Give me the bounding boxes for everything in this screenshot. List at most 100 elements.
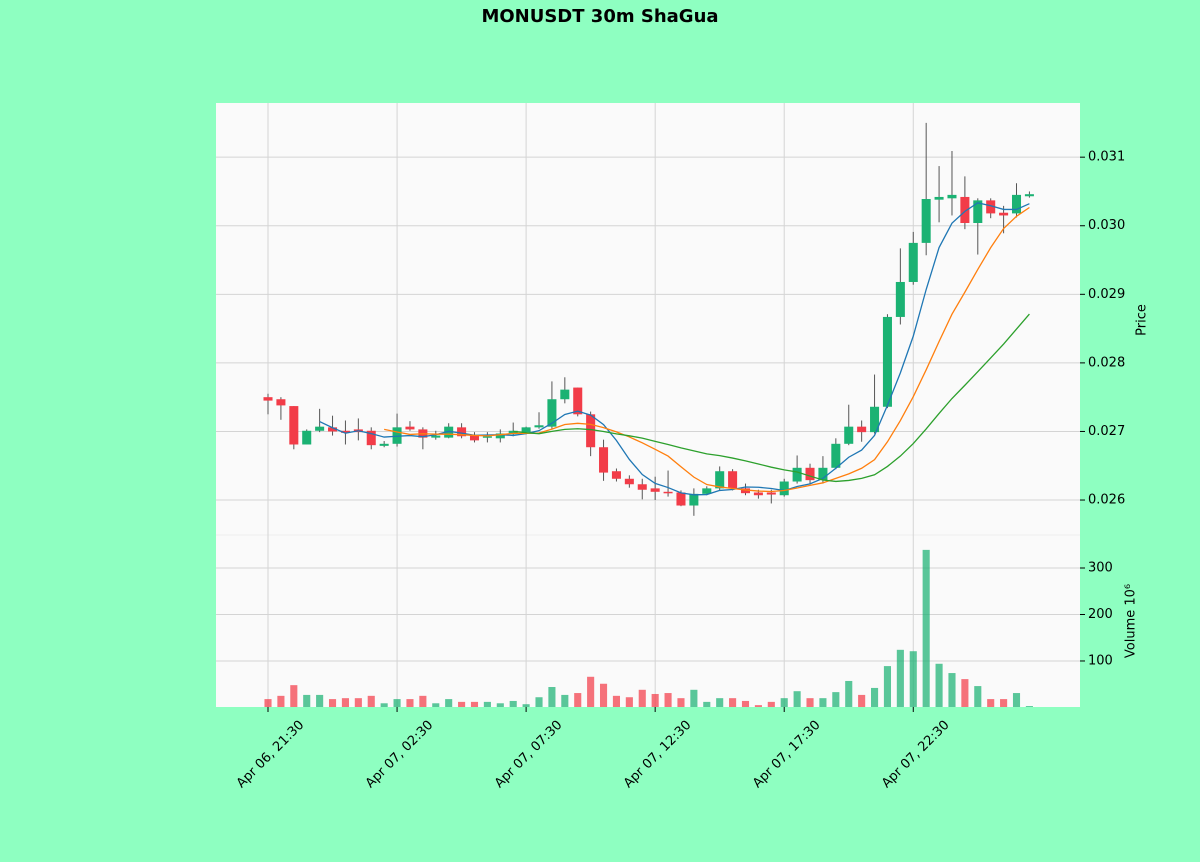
volume-bar	[341, 698, 349, 707]
volume-bar	[729, 698, 737, 707]
candle-body	[753, 492, 763, 496]
y-tick-label: 200	[1088, 607, 1113, 622]
volume-axis-label: Volume 10⁶	[1124, 584, 1139, 658]
candle-body	[340, 430, 350, 433]
y-tick-label: 100	[1088, 653, 1113, 668]
candle-body	[792, 467, 802, 482]
x-tick-label: Apr 06, 21:30	[234, 718, 307, 791]
volume-bar	[393, 699, 401, 707]
volume-bar	[277, 695, 285, 707]
candle-body	[405, 426, 415, 430]
y-tick-label: 0.031	[1088, 150, 1125, 165]
volume-bar	[328, 699, 337, 707]
price-axis-label: Price	[1135, 304, 1150, 336]
candle-body	[444, 426, 454, 438]
volume-bar	[303, 694, 311, 707]
volume-bar	[767, 701, 775, 707]
volume-bar	[896, 649, 904, 707]
candle-body	[740, 488, 751, 494]
volume-bar	[677, 698, 685, 707]
volume-bar	[741, 700, 750, 707]
volume-bar	[612, 695, 620, 707]
volume-bar	[819, 698, 827, 707]
volume-bar	[458, 701, 466, 707]
volume-bar	[664, 693, 672, 707]
y-tick-label: 0.029	[1088, 287, 1125, 302]
candle-body	[895, 281, 905, 317]
volume-bar	[716, 698, 724, 707]
candle-body	[960, 196, 970, 223]
volume-bar	[625, 697, 633, 707]
y-tick-label: 0.026	[1088, 493, 1125, 508]
candle-body	[560, 389, 570, 400]
candle-body	[521, 427, 531, 433]
candle-body	[999, 212, 1009, 216]
x-tick-label: Apr 07, 22:30	[879, 718, 952, 791]
candle-body	[315, 426, 325, 431]
candle-body	[263, 397, 273, 401]
volume-bar	[845, 680, 853, 707]
volume-bar	[406, 699, 414, 707]
volume-bar	[496, 703, 504, 707]
candle-body	[779, 481, 789, 496]
candle-body	[689, 493, 699, 506]
chart-title: MONUSDT 30m ShaGua	[481, 6, 718, 27]
candle-body	[547, 399, 557, 427]
volume-bar	[883, 666, 892, 707]
volume-bar	[935, 663, 943, 707]
volume-bar	[316, 694, 324, 707]
candle-body	[366, 430, 376, 446]
candle-body	[676, 492, 686, 506]
candle-body	[508, 430, 518, 435]
volume-bar	[561, 694, 569, 707]
volume-bar	[367, 695, 375, 707]
volume-bar	[806, 698, 814, 707]
candle-body	[457, 427, 467, 437]
candle-body	[482, 436, 492, 438]
x-tick-label: Apr 07, 12:30	[621, 718, 694, 791]
candle-body	[1024, 194, 1034, 197]
candle-body	[637, 484, 647, 490]
volume-bar	[509, 700, 517, 707]
volume-bar	[780, 698, 788, 707]
candle-body	[495, 433, 505, 439]
volume-bar	[264, 699, 272, 707]
candle-body	[766, 492, 776, 495]
candle-body	[973, 200, 983, 223]
candle-body	[379, 443, 389, 446]
candle-body	[431, 435, 441, 438]
candle-body	[947, 194, 957, 199]
volume-bar	[419, 695, 427, 707]
candle-body	[650, 488, 660, 492]
volume-bar	[1000, 699, 1008, 707]
moving-average-line	[384, 206, 1030, 493]
volume-bar	[922, 549, 930, 707]
volume-bar	[858, 694, 866, 707]
volume-bar	[354, 698, 362, 707]
moving-average-line	[513, 313, 1030, 483]
candle-body	[289, 406, 299, 445]
candle-body	[870, 406, 880, 433]
volume-bar	[432, 703, 440, 707]
grid	[216, 103, 1080, 707]
volume-bar	[832, 692, 840, 707]
volume-bar	[587, 676, 595, 707]
candle-body	[573, 387, 583, 415]
candle-body	[934, 196, 944, 200]
volume-bar	[871, 687, 879, 707]
x-tick-label: Apr 07, 17:30	[750, 718, 823, 791]
candle-body	[908, 242, 918, 282]
volume-bar	[651, 693, 659, 707]
y-tick-label: 0.028	[1088, 355, 1125, 370]
candle-body	[302, 430, 312, 445]
candle-body	[624, 478, 634, 485]
volume-bar	[470, 701, 479, 707]
y-tick-label: 0.030	[1088, 218, 1125, 233]
volume-bar	[599, 683, 608, 707]
volume-bar	[445, 699, 453, 707]
candle-body	[882, 316, 892, 407]
y-tick-label: 300	[1088, 561, 1113, 576]
volume-bar	[548, 687, 556, 707]
plot-area	[216, 103, 1080, 707]
volume-bar	[290, 685, 298, 707]
